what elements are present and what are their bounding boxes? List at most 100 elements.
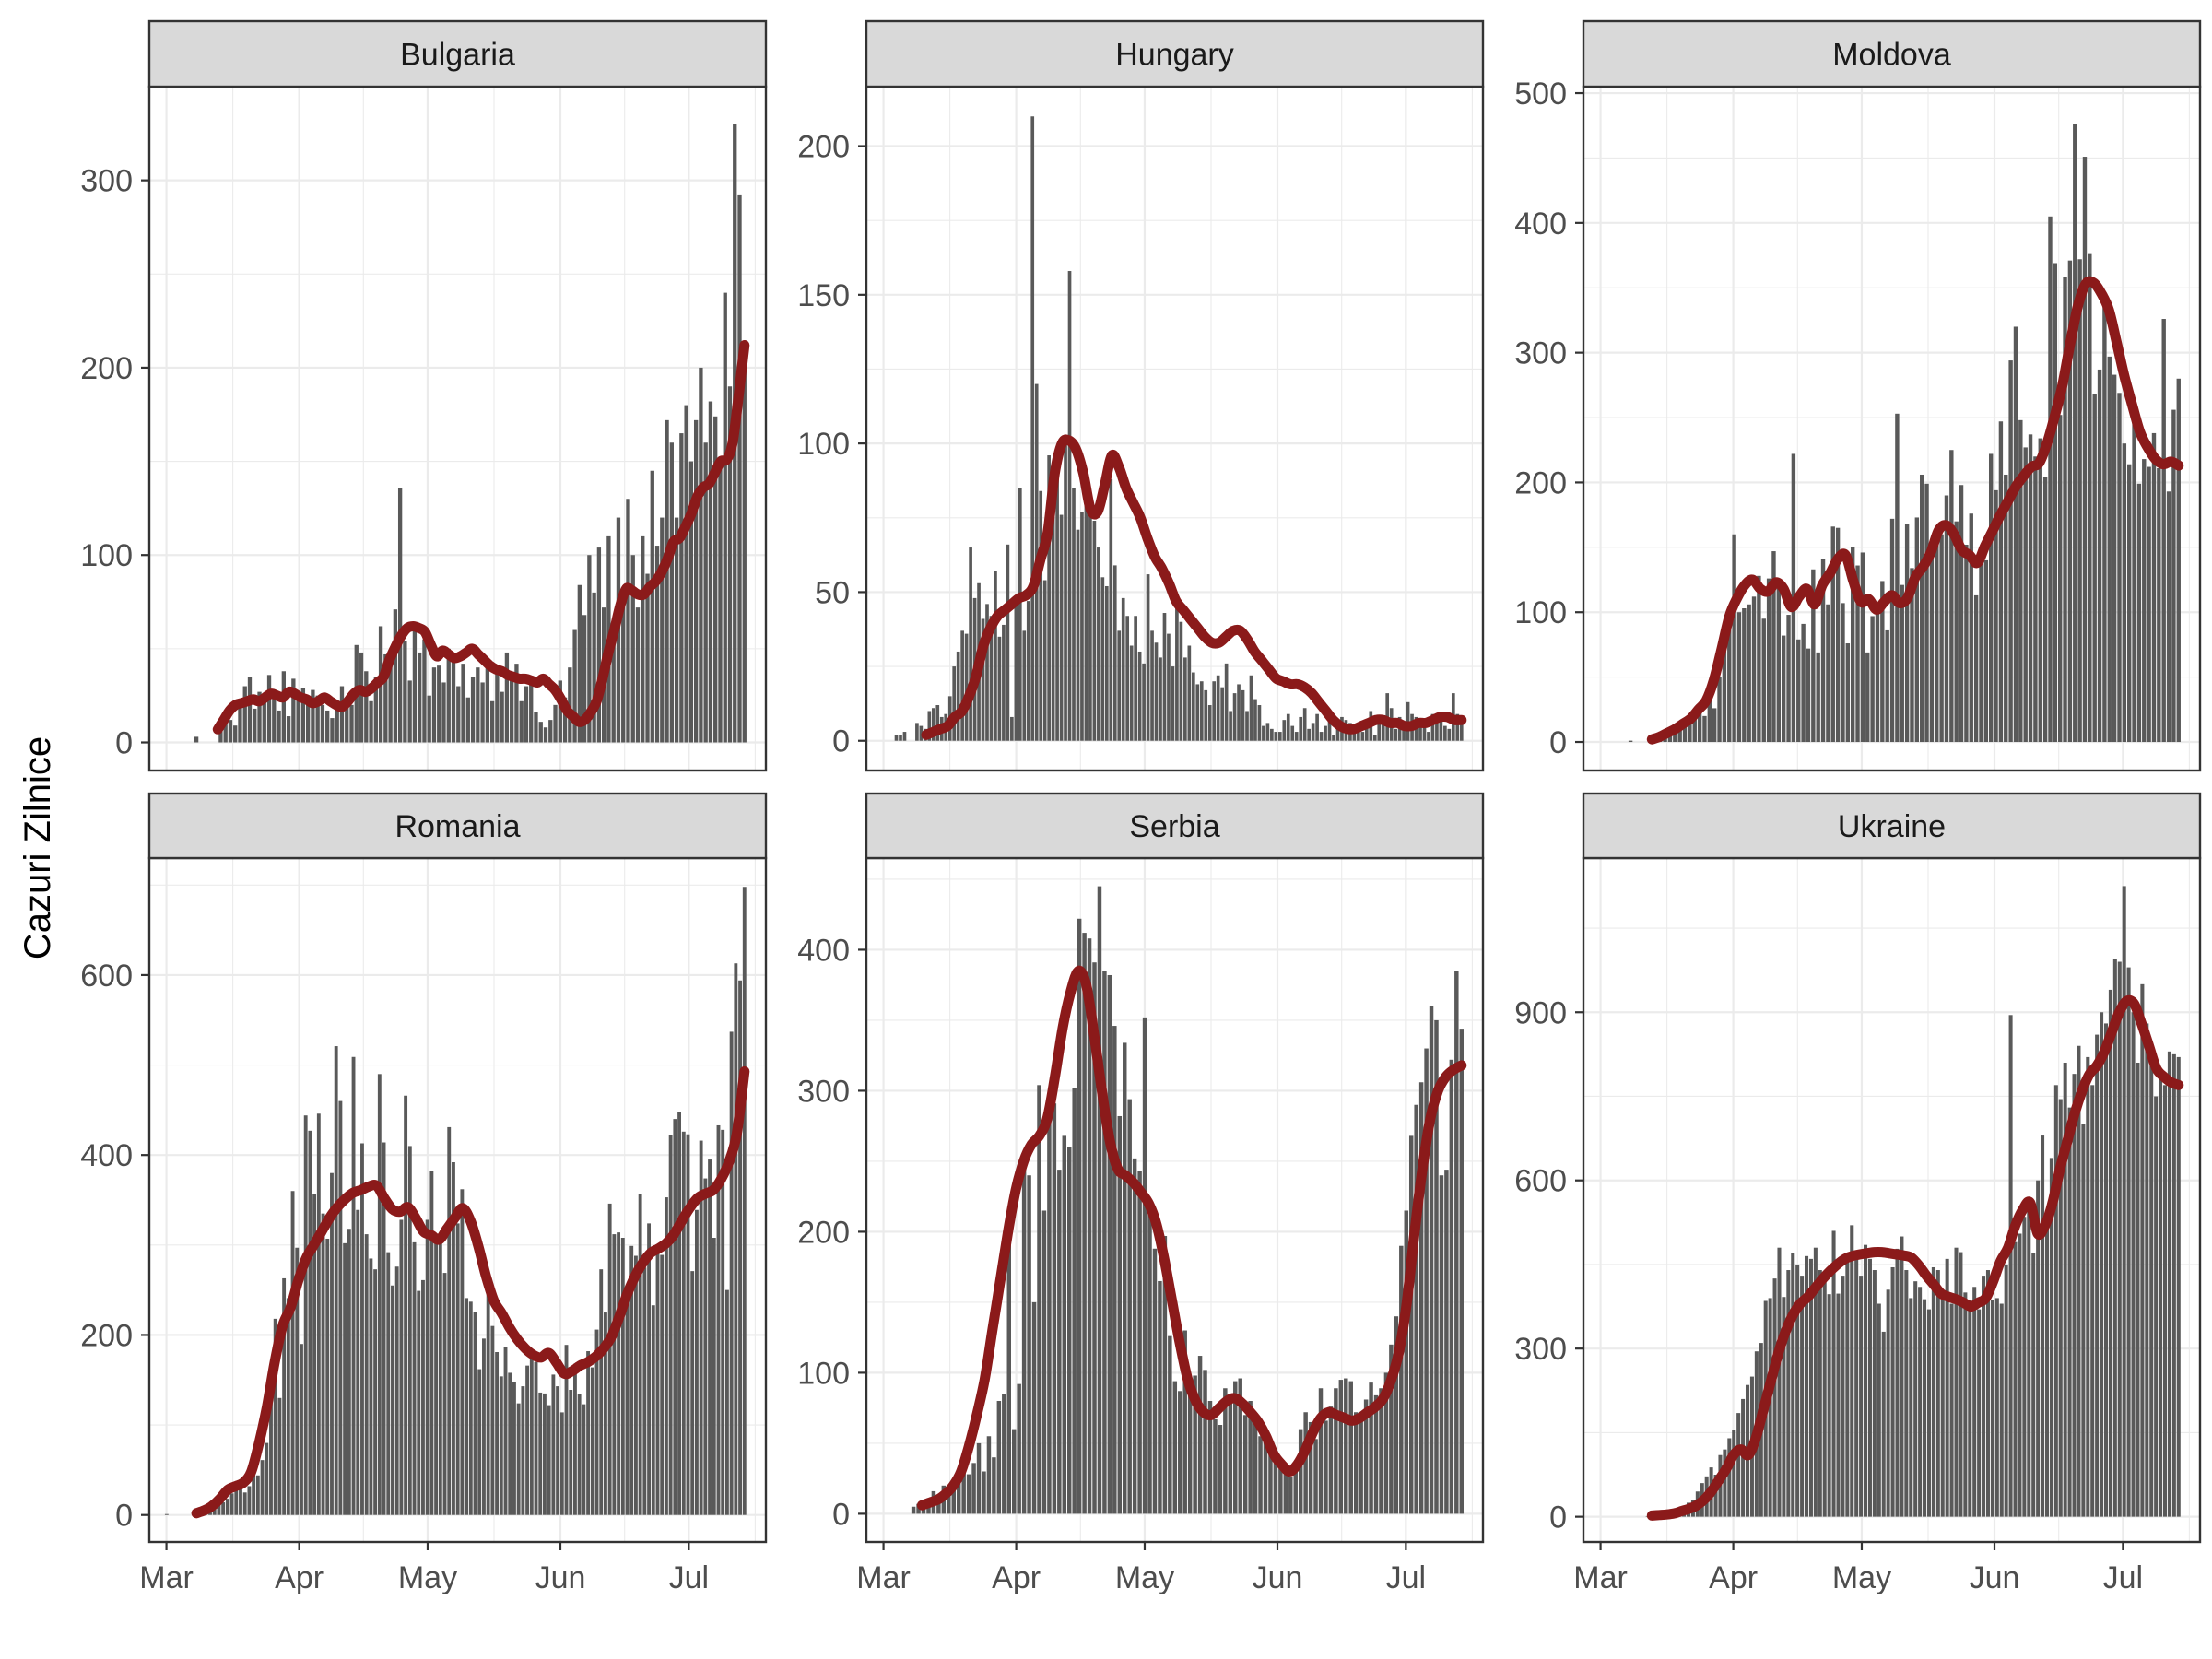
- bar: [654, 546, 660, 743]
- bar: [1373, 1394, 1379, 1514]
- bar: [1889, 518, 1895, 743]
- bar: [1051, 490, 1055, 741]
- bar: [997, 636, 1002, 741]
- bar: [1062, 1135, 1067, 1514]
- bar: [1353, 1412, 1359, 1514]
- bar: [446, 648, 451, 743]
- bar: [982, 1471, 986, 1514]
- bar: [2176, 1056, 2181, 1517]
- x-tick-label: May: [1115, 1560, 1174, 1595]
- bar: [2166, 491, 2171, 743]
- bar: [620, 1238, 625, 1515]
- bar: [538, 1392, 543, 1515]
- bar: [2036, 1180, 2041, 1517]
- x-tick-label: Apr: [1709, 1560, 1758, 1595]
- bar: [586, 1351, 591, 1515]
- bar: [1334, 1388, 1338, 1514]
- bar: [525, 1365, 530, 1515]
- bar: [1258, 1436, 1263, 1514]
- bar: [577, 1394, 582, 1515]
- bar: [1860, 552, 1865, 743]
- bar: [1973, 594, 1979, 743]
- bar: [1732, 534, 1736, 743]
- bar: [412, 629, 418, 743]
- bar: [630, 555, 635, 743]
- bar: [1988, 453, 1994, 743]
- bar: [594, 1329, 599, 1515]
- bar: [427, 695, 431, 743]
- bar: [343, 1242, 347, 1515]
- bar: [936, 1497, 941, 1514]
- bar: [1293, 1461, 1298, 1514]
- bar: [485, 658, 490, 743]
- bar: [1954, 1247, 1959, 1517]
- bar: [1175, 604, 1179, 741]
- bar: [1277, 732, 1282, 741]
- strip: [865, 792, 1485, 860]
- bar: [1999, 1303, 2004, 1517]
- bar: [1875, 609, 1880, 743]
- bar: [543, 1393, 547, 1515]
- bar: [1112, 565, 1117, 741]
- bar: [399, 1219, 404, 1515]
- bar: [956, 1479, 961, 1514]
- y-axis: 0 100 200 300 400 500: [1514, 76, 1583, 760]
- bar: [407, 1146, 412, 1515]
- bar: [1818, 1270, 1822, 1517]
- bar: [2112, 959, 2117, 1517]
- bar: [981, 618, 985, 741]
- panel-bulgaria: Bulgaria 0 100 200 300: [80, 19, 768, 772]
- bar: [556, 1386, 560, 1515]
- bar: [1041, 1210, 1047, 1514]
- panel-serbia: Serbia 0 100 200 300 400 Mar Apr May Jun Jul: [797, 792, 1485, 1595]
- bar: [935, 705, 940, 741]
- bar: [1229, 711, 1232, 741]
- bar: [1303, 1412, 1308, 1514]
- bar: [2176, 378, 2181, 743]
- bar: [1940, 1300, 1945, 1517]
- bar: [1212, 681, 1217, 741]
- bar: [1097, 547, 1100, 741]
- bar: [2013, 326, 2018, 743]
- bar: [1727, 1438, 1732, 1517]
- bar: [442, 1273, 447, 1515]
- bar: [1324, 1420, 1328, 1514]
- bar: [1383, 1372, 1389, 1514]
- bar: [233, 725, 238, 743]
- bar: [2027, 1211, 2031, 1517]
- bar: [1072, 1088, 1077, 1514]
- bar: [1414, 1104, 1418, 1514]
- bar: [2108, 989, 2112, 1517]
- bar: [1238, 1378, 1242, 1514]
- bar: [1439, 1175, 1444, 1514]
- bar: [1352, 728, 1357, 741]
- bar: [1722, 638, 1727, 743]
- bar: [1841, 1276, 1845, 1517]
- bar: [1885, 629, 1889, 743]
- bar: [325, 710, 330, 743]
- bar: [1929, 558, 1935, 743]
- bar: [422, 639, 427, 743]
- rolling-average-line: [916, 965, 1467, 1511]
- bar: [727, 386, 733, 743]
- bar: [228, 720, 233, 743]
- bar: [729, 1031, 734, 1515]
- y-tick-label: 100: [80, 538, 133, 573]
- bar: [1218, 1425, 1223, 1514]
- y-tick-label: 0: [1549, 725, 1567, 760]
- bar: [992, 1457, 996, 1514]
- bar: [1727, 622, 1732, 743]
- bar: [2161, 319, 2166, 743]
- bar: [1369, 1382, 1373, 1514]
- bar: [456, 686, 461, 743]
- bar: [1102, 971, 1107, 1514]
- bar: [1867, 1258, 1872, 1517]
- bar: [694, 1209, 699, 1515]
- bar: [1026, 601, 1030, 741]
- bar: [1418, 1082, 1424, 1514]
- bar: [1800, 1276, 1805, 1517]
- bar: [1427, 732, 1430, 741]
- x-tick-label: Jul: [1386, 1560, 1426, 1595]
- bar: [1781, 635, 1786, 743]
- bar: [335, 700, 339, 743]
